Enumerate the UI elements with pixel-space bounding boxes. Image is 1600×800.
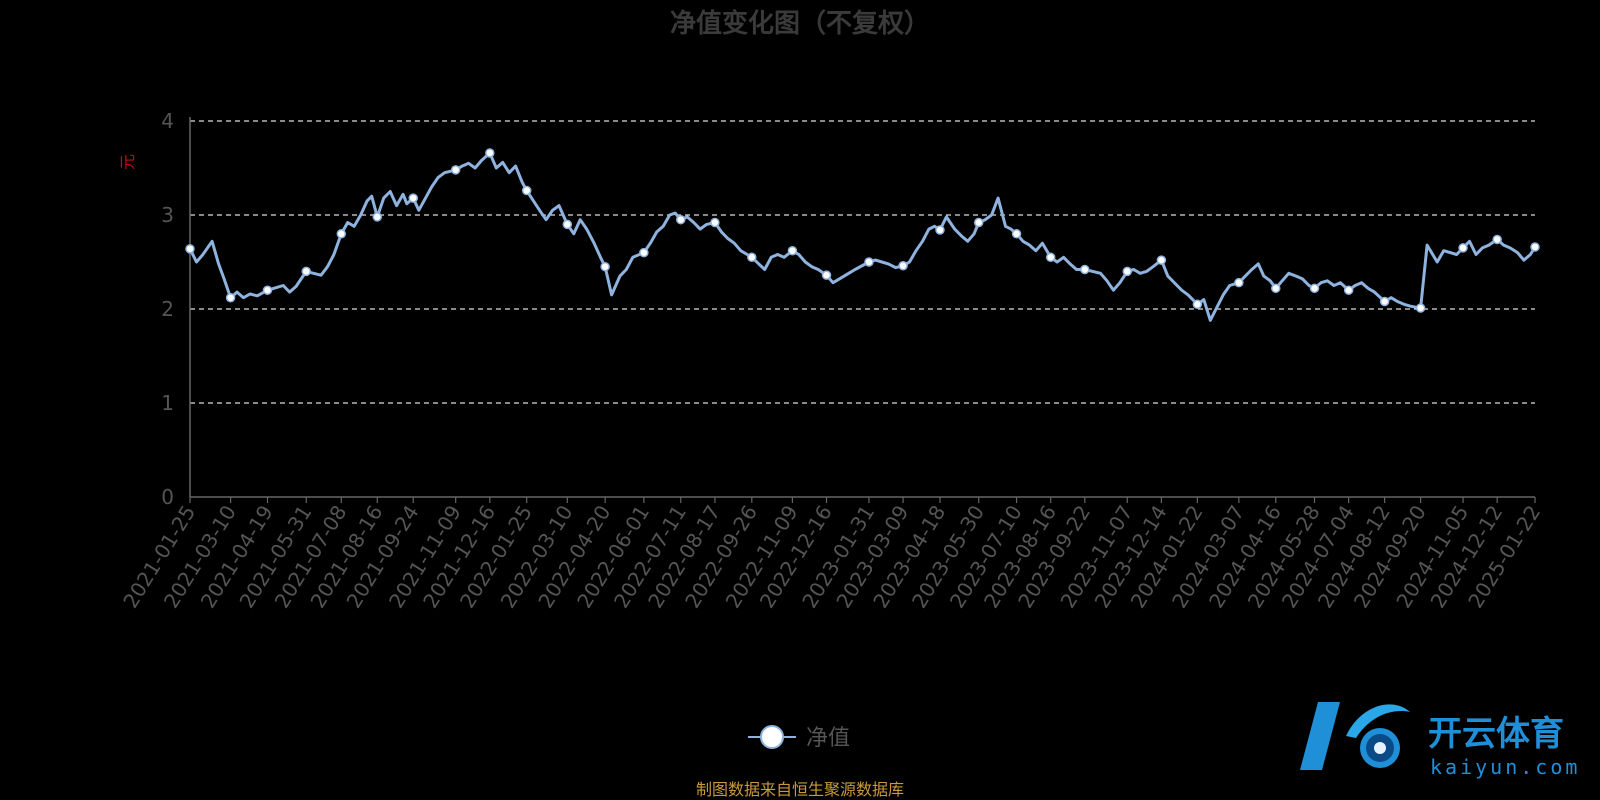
data-point-marker bbox=[747, 252, 757, 263]
axes bbox=[189, 117, 1536, 503]
data-source-note: 制图数据来自恒生聚源数据库 bbox=[696, 780, 904, 799]
data-point-marker bbox=[185, 244, 195, 254]
x-tick-labels: 2021-01-252021-03-102021-04-192021-05-31… bbox=[118, 501, 1545, 612]
data-point-marker bbox=[639, 247, 649, 258]
data-point-marker bbox=[1156, 255, 1167, 265]
data-point-marker bbox=[372, 212, 383, 222]
data-point-marker bbox=[1271, 283, 1281, 294]
chart-title: 净值变化图（不复权） bbox=[670, 8, 930, 39]
data-point-marker bbox=[301, 266, 311, 277]
data-point-marker bbox=[225, 292, 236, 303]
data-point-marker bbox=[1492, 234, 1502, 245]
data-point-marker bbox=[1458, 243, 1468, 253]
data-point-marker bbox=[935, 225, 945, 235]
y-tick-label: 3 bbox=[161, 203, 174, 227]
data-point-marker bbox=[562, 219, 573, 230]
data-point-marker bbox=[600, 261, 610, 272]
data-point-marker bbox=[973, 217, 984, 228]
y-axis-unit-label: 元 bbox=[118, 154, 137, 170]
legend[interactable]: 净值 bbox=[748, 725, 850, 751]
data-point-marker bbox=[1011, 229, 1022, 239]
data-point-marker bbox=[676, 214, 686, 225]
logo-k-ball-icon bbox=[1300, 702, 1410, 770]
data-point-marker bbox=[262, 285, 273, 295]
data-point-marker bbox=[898, 261, 908, 271]
data-point-marker bbox=[1379, 296, 1390, 307]
watermark-logo: 开云体育 kaiyun.com bbox=[1300, 702, 1580, 779]
series-nav-line bbox=[188, 151, 1537, 322]
gridlines bbox=[190, 120, 1535, 404]
data-point-marker bbox=[1192, 299, 1203, 310]
y-tick-label: 0 bbox=[161, 485, 174, 509]
data-point-marker bbox=[1045, 252, 1056, 263]
data-point-marker bbox=[1309, 283, 1320, 294]
data-point-marker bbox=[1080, 264, 1090, 275]
legend-label: 净值 bbox=[806, 726, 850, 751]
data-point-marker bbox=[450, 165, 461, 175]
y-tick-labels: 0 1 2 3 4 bbox=[161, 109, 174, 509]
data-point-marker bbox=[336, 229, 347, 239]
y-tick-label: 2 bbox=[161, 297, 174, 321]
data-point-marker bbox=[821, 270, 832, 280]
data-point-marker bbox=[1234, 277, 1244, 288]
watermark-en-text: kaiyun.com bbox=[1430, 755, 1580, 779]
legend-marker-icon bbox=[760, 725, 784, 749]
series-line-nav bbox=[188, 151, 1537, 322]
data-point-marker bbox=[710, 217, 720, 228]
series-markers bbox=[185, 148, 1540, 313]
y-tick-label: 1 bbox=[161, 391, 174, 415]
data-point-marker bbox=[1343, 285, 1354, 295]
data-point-marker bbox=[485, 148, 495, 158]
data-point-marker bbox=[521, 185, 532, 196]
watermark-cn-text: 开云体育 bbox=[1428, 714, 1564, 754]
data-point-marker bbox=[1530, 242, 1540, 252]
data-point-marker bbox=[864, 257, 874, 267]
data-point-marker bbox=[408, 193, 418, 203]
data-point-marker bbox=[1122, 266, 1133, 277]
data-point-marker bbox=[787, 245, 798, 256]
data-point-marker bbox=[1415, 303, 1426, 313]
y-tick-label: 4 bbox=[161, 109, 174, 133]
